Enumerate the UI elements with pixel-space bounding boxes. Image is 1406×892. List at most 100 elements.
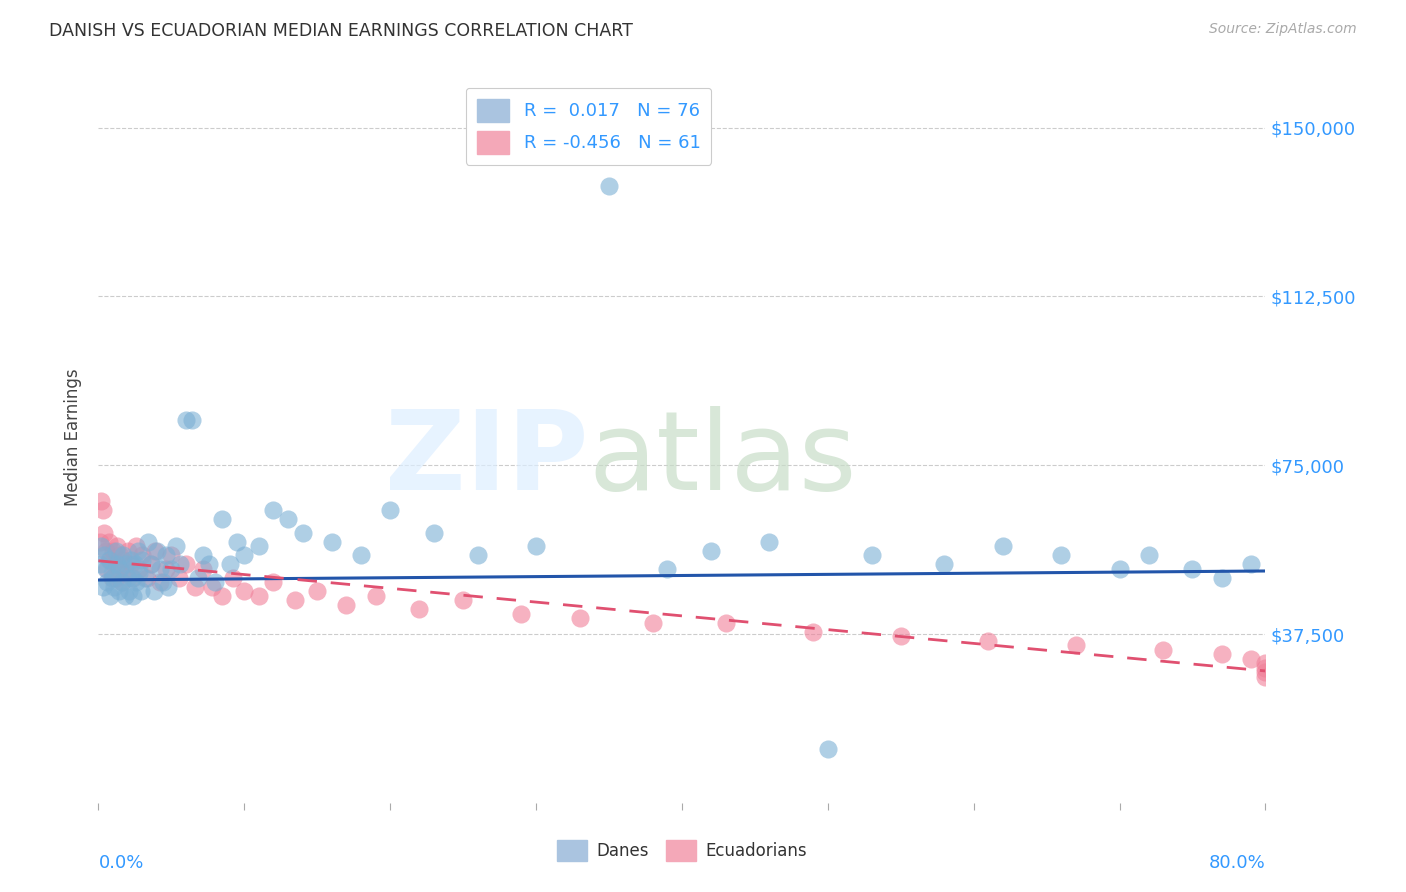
Point bbox=[1240, 652, 1263, 666]
Point bbox=[100, 566, 122, 581]
Point bbox=[120, 558, 142, 572]
Point bbox=[221, 571, 243, 585]
Point bbox=[174, 558, 197, 572]
Point bbox=[247, 589, 270, 603]
Point bbox=[247, 539, 270, 553]
Point bbox=[129, 584, 152, 599]
Point bbox=[1152, 642, 1174, 657]
Point bbox=[233, 548, 256, 562]
Text: atlas: atlas bbox=[589, 406, 858, 513]
Point bbox=[211, 589, 233, 603]
Point bbox=[90, 494, 112, 508]
Point bbox=[860, 548, 883, 562]
Point bbox=[291, 525, 314, 540]
Point bbox=[890, 629, 912, 643]
Point bbox=[801, 624, 824, 639]
Point bbox=[467, 548, 489, 562]
Point bbox=[817, 741, 839, 756]
Point bbox=[284, 593, 307, 607]
Point bbox=[568, 611, 591, 625]
Point bbox=[160, 562, 183, 576]
Point bbox=[111, 575, 134, 590]
Point bbox=[97, 534, 120, 549]
Point bbox=[350, 548, 373, 562]
Point bbox=[364, 589, 387, 603]
Point bbox=[97, 553, 120, 567]
Point bbox=[98, 589, 121, 603]
Point bbox=[1211, 647, 1233, 661]
Point bbox=[204, 575, 226, 590]
Point bbox=[262, 575, 284, 590]
Point bbox=[201, 580, 224, 594]
Point bbox=[233, 584, 256, 599]
Point bbox=[451, 593, 474, 607]
Point bbox=[149, 562, 172, 576]
Point bbox=[262, 503, 284, 517]
Point bbox=[110, 562, 132, 576]
Point bbox=[91, 580, 114, 594]
Point bbox=[1254, 657, 1277, 671]
Point bbox=[977, 633, 1000, 648]
Point bbox=[98, 553, 121, 567]
Point bbox=[277, 512, 299, 526]
Point bbox=[152, 575, 174, 590]
Point bbox=[157, 580, 180, 594]
Point bbox=[115, 558, 138, 572]
Point bbox=[934, 558, 956, 572]
Point bbox=[135, 571, 157, 585]
Point bbox=[193, 548, 215, 562]
Point bbox=[1254, 661, 1277, 675]
Point bbox=[104, 543, 127, 558]
Point bbox=[114, 566, 136, 581]
Point bbox=[758, 534, 780, 549]
Point bbox=[122, 589, 145, 603]
Text: ZIP: ZIP bbox=[385, 406, 589, 513]
Text: 0.0%: 0.0% bbox=[98, 854, 143, 872]
Point bbox=[117, 543, 139, 558]
Point bbox=[321, 534, 343, 549]
Point bbox=[165, 539, 187, 553]
Point bbox=[183, 580, 205, 594]
Point bbox=[100, 571, 122, 585]
Point bbox=[139, 558, 162, 572]
Point bbox=[218, 558, 240, 572]
Point bbox=[198, 558, 221, 572]
Point bbox=[1254, 665, 1277, 680]
Point bbox=[128, 562, 150, 576]
Point bbox=[714, 615, 737, 630]
Point bbox=[307, 584, 329, 599]
Text: Source: ZipAtlas.com: Source: ZipAtlas.com bbox=[1209, 22, 1357, 37]
Point bbox=[139, 558, 162, 572]
Point bbox=[1108, 562, 1130, 576]
Point bbox=[408, 602, 430, 616]
Point bbox=[112, 553, 135, 567]
Point bbox=[180, 413, 202, 427]
Point bbox=[96, 575, 118, 590]
Text: DANISH VS ECUADORIAN MEDIAN EARNINGS CORRELATION CHART: DANISH VS ECUADORIAN MEDIAN EARNINGS COR… bbox=[49, 22, 633, 40]
Point bbox=[96, 562, 118, 576]
Point bbox=[117, 571, 139, 585]
Point bbox=[149, 575, 172, 590]
Point bbox=[93, 525, 115, 540]
Point bbox=[103, 558, 125, 572]
Point bbox=[104, 571, 127, 585]
Point bbox=[1211, 571, 1233, 585]
Point bbox=[124, 558, 146, 572]
Point bbox=[155, 548, 177, 562]
Point bbox=[128, 566, 150, 581]
Text: 80.0%: 80.0% bbox=[1209, 854, 1265, 872]
Point bbox=[187, 571, 209, 585]
Point bbox=[125, 539, 148, 553]
Point bbox=[423, 525, 446, 540]
Point bbox=[510, 607, 533, 621]
Legend: Danes, Ecuadorians: Danes, Ecuadorians bbox=[550, 833, 814, 868]
Point bbox=[1050, 548, 1073, 562]
Point bbox=[105, 539, 128, 553]
Point bbox=[131, 548, 153, 562]
Point bbox=[524, 539, 547, 553]
Point bbox=[131, 553, 153, 567]
Point bbox=[108, 562, 131, 576]
Point bbox=[700, 543, 723, 558]
Point bbox=[94, 543, 117, 558]
Point bbox=[110, 548, 132, 562]
